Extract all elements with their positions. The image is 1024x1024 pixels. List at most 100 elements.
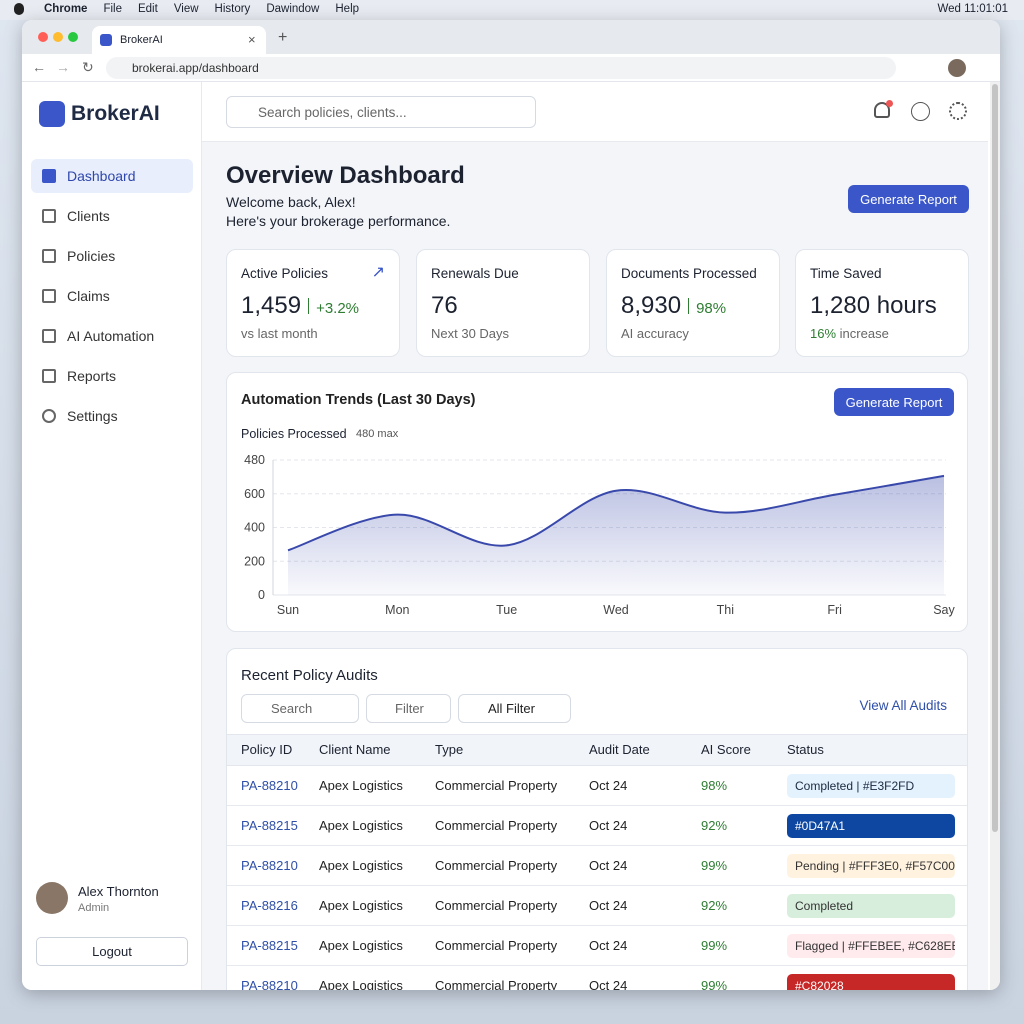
favicon xyxy=(100,34,112,46)
nav-icon xyxy=(42,409,56,423)
reload[interactable]: ↻ xyxy=(82,59,94,75)
stat-note-delta: 16% xyxy=(810,326,837,341)
y-top-label: 480 xyxy=(244,453,265,467)
nav-icon xyxy=(42,209,56,223)
menu-item[interactable]: Help xyxy=(335,3,360,15)
divider xyxy=(308,298,310,314)
status-badge: #0D47A1 xyxy=(787,814,955,838)
new-tab[interactable]: + xyxy=(278,29,288,46)
stat-note-row: vs last month xyxy=(241,326,318,341)
menu-item[interactable]: Edit xyxy=(137,3,158,15)
apple xyxy=(14,3,24,15)
table-row[interactable] xyxy=(227,846,967,886)
address-bar[interactable]: brokerai.app/dashboard xyxy=(106,57,896,79)
url: brokerai.app/dashboard xyxy=(132,61,259,75)
status-badge: Pending | #FFF3E0, #F57C00 xyxy=(787,854,955,878)
menu-item[interactable]: Chrome xyxy=(44,3,88,15)
table-row[interactable] xyxy=(227,766,967,806)
avatar xyxy=(36,882,68,914)
audits-card: Recent Policy Audits Search Filter All Filt… xyxy=(226,648,968,990)
forward[interactable]: → xyxy=(56,59,70,75)
tab-bar: BrokerAI × + xyxy=(22,20,1000,54)
stat-card: Active Policies 1,459 +3.2% vs last month ↗ xyxy=(226,249,400,357)
x-tick-label: Say xyxy=(933,603,955,617)
divider xyxy=(688,298,690,314)
logo xyxy=(39,101,65,127)
filter[interactable]: Filter xyxy=(366,694,451,723)
zoom[interactable] xyxy=(68,32,78,42)
brand: BrokerAI xyxy=(71,102,160,125)
nav-item[interactable]: Clients xyxy=(31,199,193,233)
policy-id[interactable]: PA-88210 xyxy=(241,978,298,990)
main: Search policies, clients... Overview Das… xyxy=(202,82,988,990)
stat-label: Time Saved xyxy=(810,266,882,281)
nav-label: Clients xyxy=(67,208,110,224)
cell: Apex Logistics xyxy=(319,818,403,833)
settings[interactable] xyxy=(949,102,967,120)
close[interactable] xyxy=(38,32,48,42)
all-filter[interactable]: All Filter xyxy=(458,694,571,723)
search-box[interactable]: Search policies, clients... xyxy=(226,96,536,128)
stat-value-row: 1,459 +3.2% xyxy=(241,292,359,320)
stat-note-row: 16% increase xyxy=(810,326,889,341)
cell: Oct 24 xyxy=(589,978,628,990)
nav-item[interactable]: AI Automation xyxy=(31,319,193,353)
nav-label: Policies xyxy=(67,248,116,264)
generate-report[interactable]: Generate Report xyxy=(848,185,969,213)
tab-close[interactable]: × xyxy=(248,32,256,47)
nav-item[interactable]: Reports xyxy=(31,359,193,393)
back[interactable]: ← xyxy=(32,59,46,75)
y-tick-label: 0 xyxy=(258,588,265,602)
stat-value: 8,930 xyxy=(621,292,682,319)
table-row[interactable] xyxy=(227,806,967,846)
cell: Commercial Property xyxy=(435,978,558,990)
table-row[interactable] xyxy=(227,926,967,966)
user-name: Alex Thornton xyxy=(78,884,159,899)
chart: 0 200 400 600 480 Sun Mon Tue Wed Thi Fri Say xyxy=(244,453,955,617)
nav-item[interactable]: Claims xyxy=(31,279,193,313)
policy-id[interactable]: PA-88215 xyxy=(241,938,298,953)
column-header: Client Name xyxy=(319,742,391,757)
policy-id[interactable]: PA-88210 xyxy=(241,778,298,793)
nav-item[interactable]: Dashboard xyxy=(31,159,193,193)
nav-item[interactable]: Settings xyxy=(31,399,193,433)
menu-item[interactable]: Dawindow xyxy=(266,3,320,15)
welcome: Here's your brokerage performance. xyxy=(226,213,451,229)
column-header: Type xyxy=(435,742,464,757)
scroll-thumb[interactable] xyxy=(992,84,998,832)
cell: Oct 24 xyxy=(589,818,628,833)
view-all[interactable]: View All Audits xyxy=(859,698,947,713)
profile[interactable] xyxy=(948,59,966,77)
policy-id[interactable]: PA-88215 xyxy=(241,818,298,833)
notifications[interactable] xyxy=(874,102,890,118)
table-header xyxy=(227,734,967,766)
chart-button[interactable]: Generate Report xyxy=(834,388,954,416)
help[interactable] xyxy=(911,102,930,121)
policy-id[interactable]: PA-88216 xyxy=(241,898,298,913)
stat-value: 76 xyxy=(431,292,458,319)
audit-search[interactable]: Search xyxy=(241,694,359,723)
cell: Apex Logistics xyxy=(319,778,403,793)
stat-note-row: Next 30 Days xyxy=(431,326,509,341)
notification-dot xyxy=(886,100,893,107)
nav-label: Reports xyxy=(67,368,117,384)
logout[interactable]: Logout xyxy=(36,937,188,966)
annotation: 480 max xyxy=(356,428,399,440)
status-badge: Completed | #E3F2FD xyxy=(787,774,955,798)
minimize[interactable] xyxy=(53,32,63,42)
toolbar: ← → ↻ brokerai.app/dashboard xyxy=(22,54,1000,82)
menu-item[interactable]: File xyxy=(103,3,122,15)
nav-icon xyxy=(42,369,56,383)
menu-item[interactable]: View xyxy=(173,3,199,15)
menu-item[interactable]: History xyxy=(214,3,251,15)
table-row[interactable] xyxy=(227,886,967,926)
sidebar: BrokerAI Alex Thornton Admin Logout Dash… xyxy=(22,82,202,990)
welcome: Welcome back, Alex! xyxy=(226,194,356,210)
area xyxy=(288,475,944,595)
stat-delta: +3.2% xyxy=(316,300,360,317)
user-role: Admin xyxy=(78,902,110,914)
policy-id[interactable]: PA-88210 xyxy=(241,858,298,873)
nav-item[interactable]: Policies xyxy=(31,239,193,273)
tab[interactable]: BrokerAI × xyxy=(92,26,266,54)
